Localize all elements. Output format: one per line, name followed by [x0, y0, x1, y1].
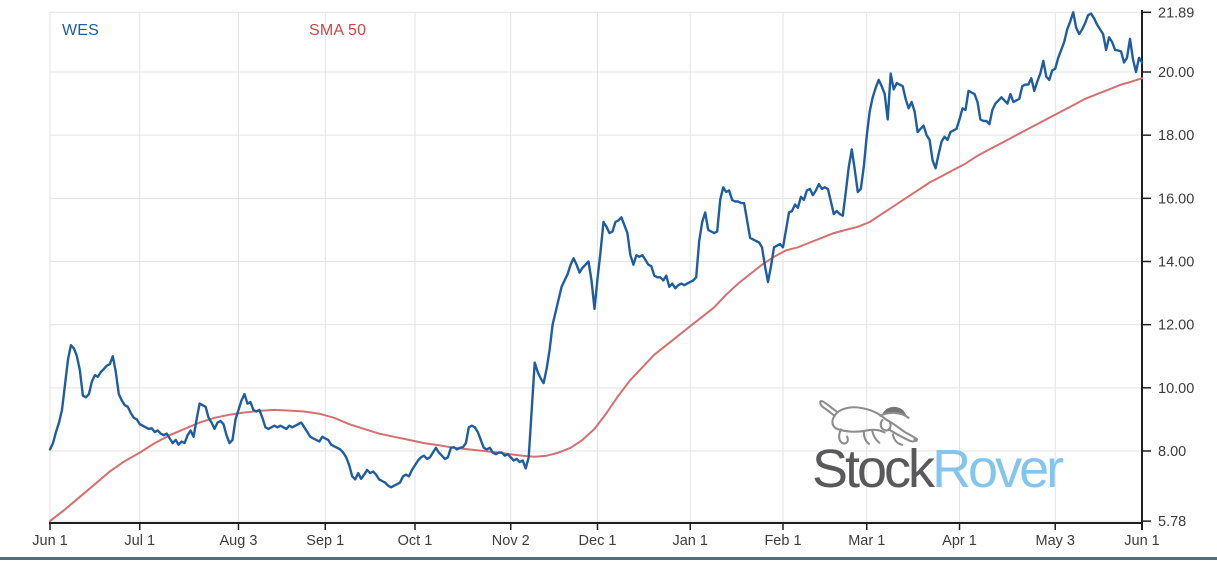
x-tick-label: Oct 1: [398, 533, 433, 549]
x-tick-label: Jun 1: [32, 533, 67, 549]
x-tick-label: Jan 1: [672, 533, 707, 549]
y-tick-label: 20.00: [1158, 65, 1194, 81]
y-tick-label: 5.78: [1158, 514, 1186, 530]
legend-item-wes[interactable]: WES: [62, 22, 100, 39]
wes-price-line: [48, 11, 1144, 489]
y-tick-label: 16.00: [1158, 191, 1194, 207]
x-tick-label: Nov 2: [492, 533, 530, 549]
y-tick-label: 21.89: [1158, 5, 1194, 21]
y-tick-label: 18.00: [1158, 128, 1194, 144]
x-tick-label: Jun 1: [1124, 533, 1159, 549]
y-tick-label: 12.00: [1158, 318, 1194, 334]
x-tick-label: Apr 1: [942, 533, 977, 549]
y-tick-label: 14.00: [1158, 254, 1194, 270]
x-tick-label: Feb 1: [764, 533, 801, 549]
y-tick-label: 8.00: [1158, 444, 1186, 460]
legend-item-sma50[interactable]: SMA 50: [309, 22, 367, 39]
bottom-border-bar: [0, 557, 1217, 560]
x-tick-label: Sep 1: [306, 533, 344, 549]
x-tick-label: Dec 1: [579, 533, 617, 549]
y-tick-label: 10.00: [1158, 381, 1194, 397]
x-tick-label: Mar 1: [848, 533, 885, 549]
x-tick-label: May 3: [1035, 533, 1075, 549]
x-tick-label: Jul 1: [124, 533, 155, 549]
x-tick-label: Aug 3: [220, 533, 258, 549]
